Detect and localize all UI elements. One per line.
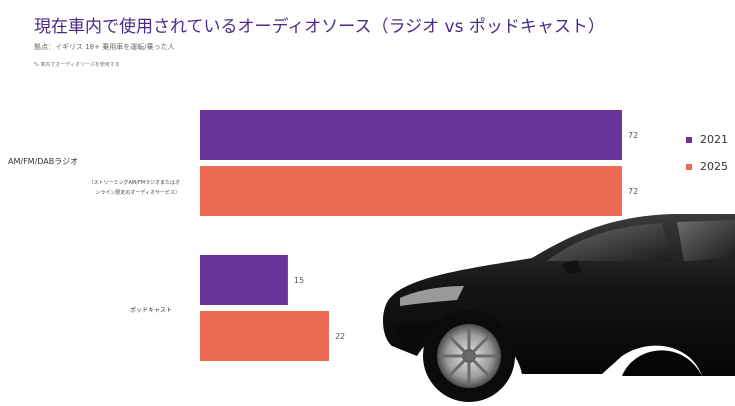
data-label-2021-0: 72 (628, 131, 638, 140)
bar-2021-0 (200, 110, 622, 160)
bar-2021-1 (200, 255, 288, 305)
data-label-2025-0: 72 (628, 187, 638, 196)
legend-item-2021: 2021 (686, 133, 728, 146)
category-note-line-1: （ストリーミングAM/FMラジオまたはオ (88, 180, 180, 186)
legend-item-2025: 2025 (686, 160, 728, 173)
chart-title: 現在車内で使用されているオーディオソース（ラジオ vs ポッドキャスト） (34, 17, 605, 37)
category-note-line-2: ンライン限定のオーディオサービス） (95, 190, 180, 196)
legend: 2021 2025 (686, 133, 728, 187)
legend-swatch-2021 (686, 136, 692, 143)
car-photo-icon (383, 214, 735, 402)
data-label-2021-1: 15 (294, 276, 304, 285)
chart-subtitle: 拠点：イギリス 18+ 乗用車を運転/乗った人 (34, 43, 175, 51)
data-label-2025-1: 22 (335, 332, 345, 341)
category-label-radio: AM/FM/DABラジオ (8, 157, 79, 166)
chart-note: % 車内でオーディオソースを使用する (34, 62, 120, 68)
category-note-radio: （ストリーミングAM/FMラジオまたはオ ンライン限定のオーディオサービス） (70, 178, 180, 198)
legend-label-2021: 2021 (700, 133, 728, 146)
legend-label-2025: 2025 (700, 160, 728, 173)
category-label-podcast: ポッドキャスト (130, 307, 173, 314)
legend-swatch-2025 (686, 163, 692, 170)
bar-2025-1 (200, 311, 329, 361)
bar-2025-0 (200, 166, 622, 216)
